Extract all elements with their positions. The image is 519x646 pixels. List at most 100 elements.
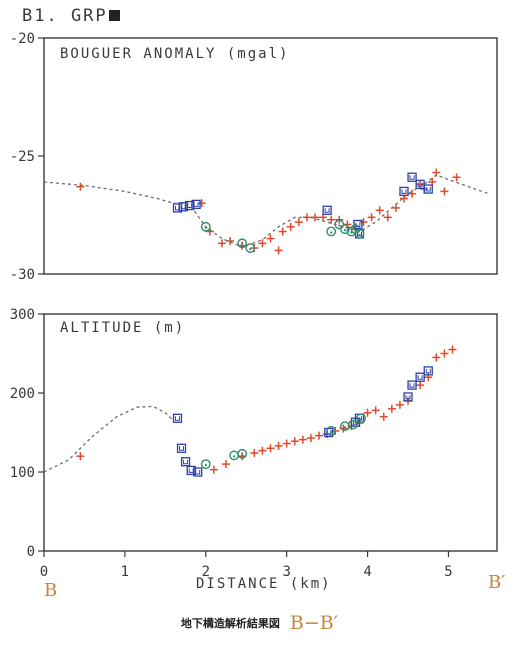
green-circle-dot bbox=[330, 430, 333, 434]
altitude-title: ALTITUDE (m) bbox=[60, 320, 185, 336]
observed-point bbox=[266, 234, 275, 243]
green-circle-point bbox=[354, 228, 365, 239]
model-curve bbox=[43, 405, 174, 473]
observed-point bbox=[379, 412, 388, 421]
blue-square-box bbox=[423, 366, 433, 376]
blue-square-glyph bbox=[425, 368, 431, 374]
green-circle-point bbox=[237, 448, 248, 459]
y-tick-label: 100 bbox=[10, 465, 35, 481]
altitude-axes: 0 100 200 300 0 1 2 3 4 5 bbox=[10, 307, 453, 580]
x-tick-label: 5 bbox=[444, 564, 452, 580]
green-circle-dot bbox=[330, 231, 333, 234]
observed-point bbox=[282, 439, 291, 448]
observed-point bbox=[371, 406, 380, 415]
blue-square-glyph bbox=[409, 383, 415, 388]
observed-point bbox=[258, 446, 267, 455]
green-circle-point bbox=[229, 450, 239, 461]
blue-square-box bbox=[423, 184, 433, 194]
altitude-data-marks bbox=[43, 345, 457, 477]
observed-point bbox=[250, 449, 259, 458]
green-circle-dot bbox=[204, 464, 207, 467]
observed-point bbox=[315, 431, 324, 440]
green-circle-dot bbox=[249, 247, 252, 251]
blue-square-point bbox=[191, 199, 201, 210]
observed-point bbox=[226, 236, 235, 245]
y-tick-label: -25 bbox=[10, 149, 35, 165]
blue-square-point bbox=[176, 443, 187, 453]
blue-square-glyph bbox=[193, 202, 199, 207]
bouguer-anomaly-title: BOUGUER ANOMALY (mgal) bbox=[60, 46, 289, 62]
x-tick-label: 1 bbox=[121, 564, 129, 580]
blue-square-box bbox=[415, 179, 425, 189]
file-name: B1. GRP bbox=[22, 6, 120, 26]
blue-square-box bbox=[180, 457, 191, 467]
y-tick-label: 0 bbox=[27, 544, 35, 560]
observed-point bbox=[76, 452, 85, 461]
green-circle-dot bbox=[343, 229, 347, 232]
observed-point bbox=[278, 227, 287, 236]
observed-point bbox=[359, 218, 368, 227]
blue-square-box bbox=[407, 380, 417, 390]
observed-point bbox=[238, 241, 247, 250]
green-circle-dot bbox=[232, 455, 236, 458]
blue-square-box bbox=[322, 205, 332, 215]
observed-point bbox=[217, 239, 226, 248]
green-circle-ring bbox=[237, 448, 248, 459]
blue-square-box bbox=[176, 443, 187, 453]
blue-square-box bbox=[415, 372, 425, 382]
caption-japanese: 地下構造解析結果図 bbox=[180, 617, 280, 630]
observed-point bbox=[452, 173, 461, 182]
observed-point bbox=[222, 460, 231, 469]
observed-point bbox=[395, 400, 404, 409]
observed-point bbox=[209, 465, 218, 474]
bouguer-anomaly-chart: BOUGUER ANOMALY (mgal) -30 -25 -20 bbox=[10, 31, 498, 283]
green-circle-dot bbox=[343, 426, 347, 429]
blue-square-point bbox=[407, 172, 417, 182]
blue-square-point bbox=[180, 457, 191, 467]
green-circle-point bbox=[340, 224, 350, 235]
blue-square-point bbox=[423, 184, 433, 194]
blue-square-box bbox=[399, 186, 409, 197]
distance-axis-label: DISTANCE (km) bbox=[196, 576, 332, 592]
green-circle-ring bbox=[348, 419, 358, 430]
green-circle-ring bbox=[200, 221, 211, 232]
blue-square-box bbox=[324, 427, 334, 438]
blue-square-point bbox=[403, 392, 413, 402]
y-tick-label: 300 bbox=[10, 307, 35, 323]
observed-point bbox=[306, 434, 315, 443]
observed-point bbox=[391, 203, 400, 212]
observed-point bbox=[440, 187, 449, 196]
blue-square-glyph bbox=[409, 175, 415, 180]
file-marker-box bbox=[108, 10, 120, 21]
bouguer-y-axis: -30 -25 -20 bbox=[10, 31, 44, 283]
blue-square-box bbox=[353, 219, 363, 230]
green-circle-ring bbox=[354, 228, 365, 239]
observed-point bbox=[327, 215, 336, 224]
file-name-text: B1. GRP bbox=[22, 6, 108, 26]
blue-square-point bbox=[172, 413, 183, 423]
blue-square-glyph bbox=[417, 375, 423, 380]
observed-point bbox=[286, 222, 295, 231]
blue-square-glyph bbox=[401, 189, 407, 194]
blue-square-glyph bbox=[324, 208, 330, 213]
observed-point bbox=[274, 246, 283, 255]
observed-point bbox=[408, 189, 417, 198]
observed-point bbox=[367, 213, 376, 222]
x-tick-label: 0 bbox=[40, 564, 48, 580]
green-circle-ring bbox=[326, 426, 337, 436]
blue-square-point bbox=[322, 205, 332, 215]
green-circle-point bbox=[348, 419, 358, 430]
x-tick-label: 3 bbox=[282, 564, 290, 580]
observed-point bbox=[375, 206, 384, 215]
green-circle-ring bbox=[326, 226, 337, 237]
blue-square-point bbox=[407, 380, 417, 390]
blue-square-glyph bbox=[195, 470, 201, 475]
blue-square-point bbox=[423, 366, 433, 376]
blue-square-point bbox=[399, 186, 409, 197]
blue-square-glyph bbox=[405, 394, 411, 400]
observed-point bbox=[258, 239, 267, 248]
blue-square-glyph bbox=[179, 446, 185, 451]
green-circle-ring bbox=[356, 413, 366, 424]
model-curve bbox=[43, 174, 490, 248]
